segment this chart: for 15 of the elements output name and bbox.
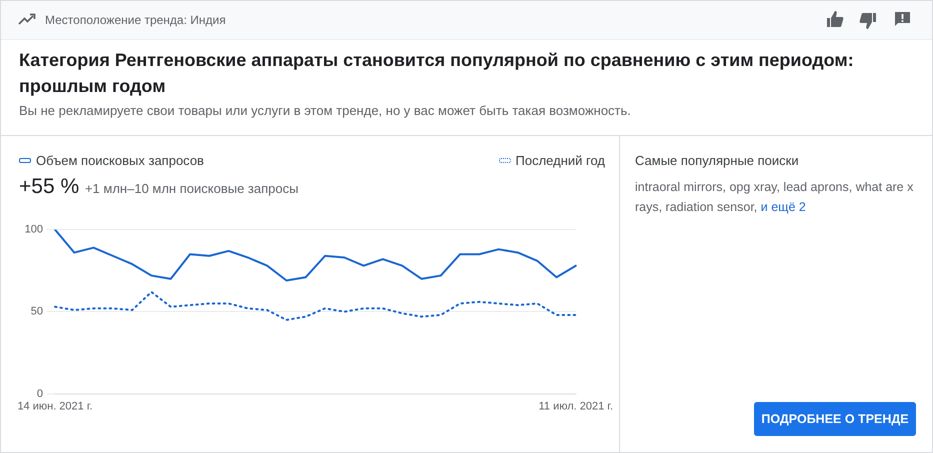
text: +55 % <box>19 175 80 198</box>
legend-label: Объем поисковых запросов <box>36 153 204 168</box>
y-tick-label: 100 <box>24 224 43 236</box>
chart-title: Категория Рентгеновские аппараты становится популярной по сравнению с этим периодом: прошлым годом <box>19 49 855 98</box>
x-tick-label: 11 июл. 2021 г. <box>538 400 614 412</box>
text: Местоположение тренда: Индия <box>45 13 226 27</box>
text: и ещё 2 <box>760 200 806 214</box>
y-tick-label: 0 <box>36 388 43 400</box>
legend-label: Последний год <box>516 153 605 168</box>
x-tick-label: 14 июн. 2021 г. <box>17 400 93 412</box>
y-tick-label: 50 <box>30 306 43 318</box>
text: ПОДРОБНЕЕ О ТРЕНДЕ <box>754 402 916 436</box>
chart-subtitle: Вы не рекламируете свои товары или услуги в этом тренде, но у вас может быть такая возможность. <box>19 103 631 118</box>
text: +1 млн–10 млн поисковые запросы <box>84 181 298 196</box>
text: Самые популярные поиски <box>635 153 799 168</box>
